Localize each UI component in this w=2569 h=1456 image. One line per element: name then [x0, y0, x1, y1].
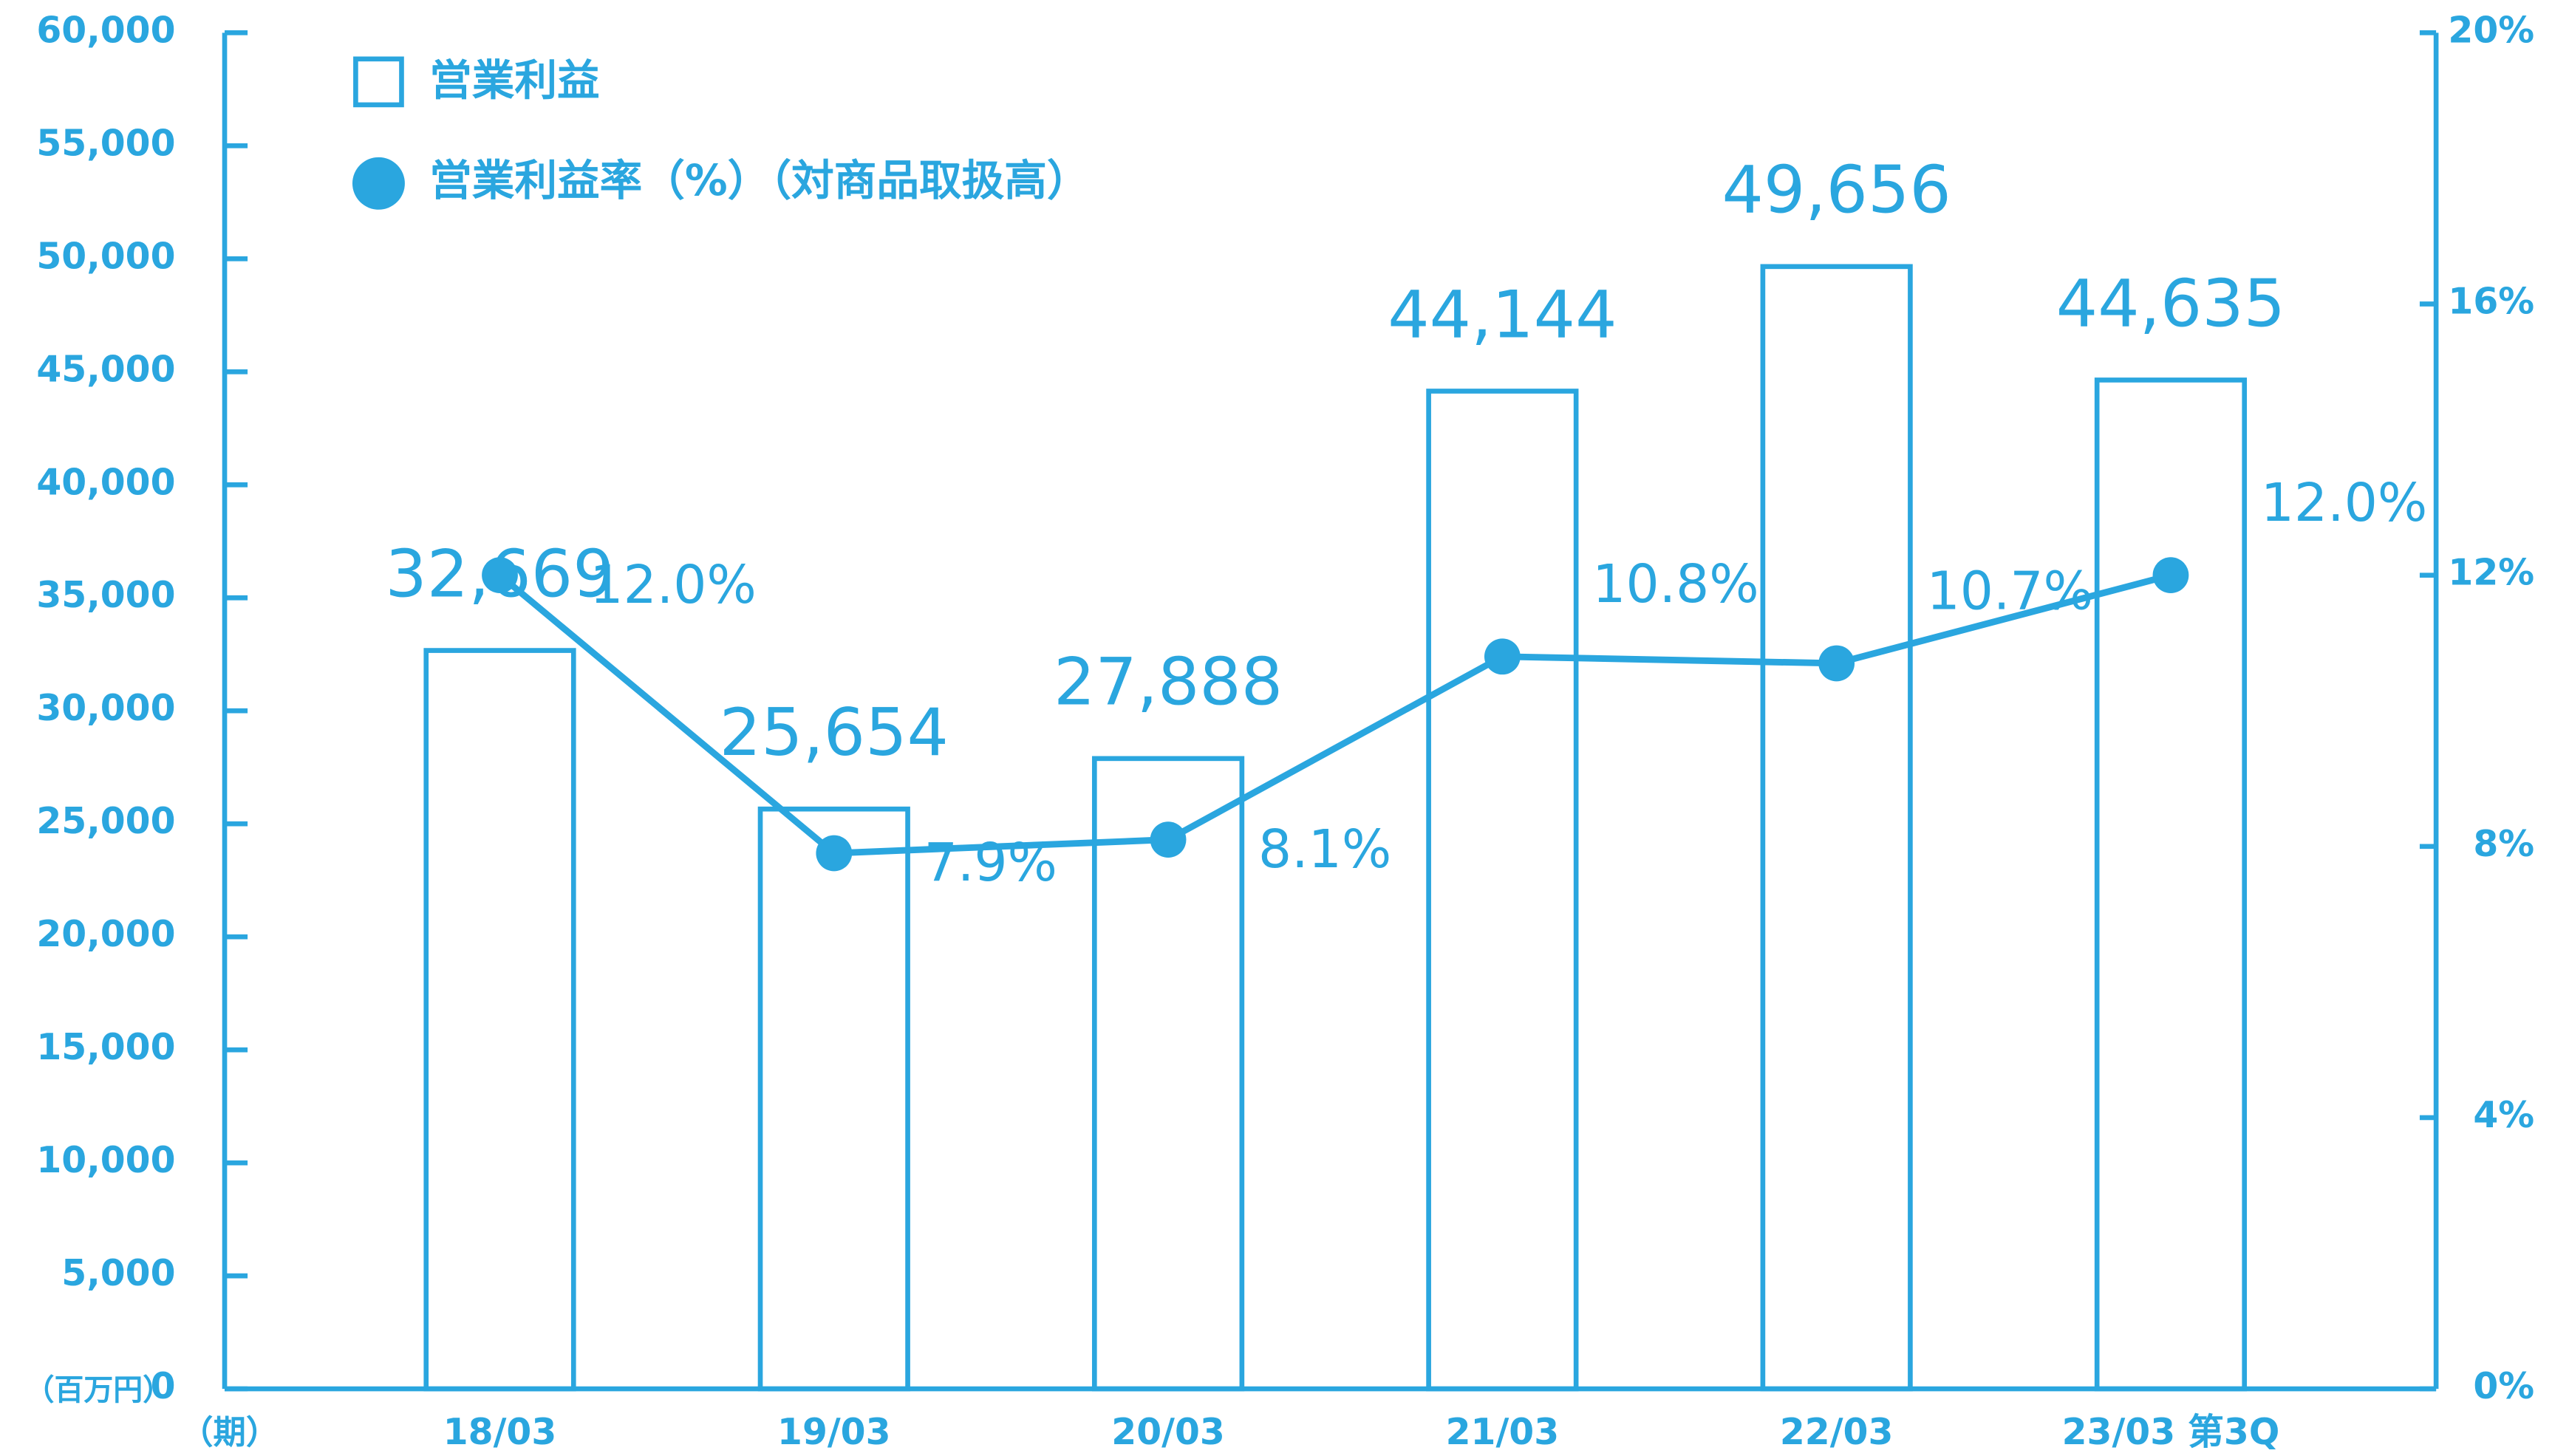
y-tick-label: 20,000 — [36, 913, 175, 955]
point — [482, 557, 518, 594]
y-tick-label: 50,000 — [36, 235, 175, 277]
point — [2152, 557, 2189, 594]
bar-value-label: 44,635 — [2056, 265, 2285, 341]
line-value-label: 10.7% — [1927, 560, 2093, 621]
point — [1150, 821, 1187, 858]
line-value-label: 12.0% — [2261, 472, 2427, 533]
line-value-label: 8.1% — [1258, 818, 1391, 880]
bar-value-label: 44,144 — [1388, 276, 1617, 352]
bar-value-label: 25,654 — [720, 694, 949, 770]
y2-tick-label: 8% — [2473, 823, 2534, 865]
y-tick-label: 15,000 — [36, 1026, 175, 1068]
y-tick-label: 60,000 — [36, 9, 175, 51]
legend-label: 営業利益率（%）（対商品取扱高） — [429, 155, 1089, 205]
legend-swatch — [353, 56, 404, 108]
legend-label: 営業利益 — [429, 55, 600, 106]
y-tick-label: 30,000 — [36, 687, 175, 729]
y-tick-label: 35,000 — [36, 574, 175, 616]
x-tick-label: 21/03 — [1446, 1411, 1560, 1453]
legend-swatch — [352, 157, 405, 210]
bar-value-label: 49,656 — [1722, 152, 1951, 228]
line — [497, 572, 2172, 857]
y-unit-label: （百万円） — [25, 1373, 172, 1407]
y-tick-label: 25,000 — [36, 800, 175, 842]
point — [816, 835, 853, 872]
bar — [2094, 377, 2248, 1392]
x-tick-label: 19/03 — [777, 1411, 891, 1453]
bar-value-label: 27,888 — [1054, 644, 1283, 720]
point — [1818, 645, 1855, 682]
x-tick-label: 23/03 第3Q — [2062, 1411, 2280, 1453]
x-tick-label: 22/03 — [1780, 1411, 1894, 1453]
y-tick-label: 5,000 — [61, 1252, 175, 1294]
bar — [1426, 389, 1579, 1392]
y-tick-label: 0 — [151, 1365, 176, 1407]
y2-tick-label: 4% — [2473, 1094, 2534, 1136]
line-value-label: 7.9% — [924, 832, 1057, 893]
y2-tick-label: 12% — [2448, 552, 2534, 594]
x-tick-label: 18/03 — [443, 1411, 557, 1453]
line-value-label: 10.8% — [1592, 553, 1758, 615]
point — [1484, 638, 1521, 675]
y-tick-label: 45,000 — [36, 348, 175, 390]
bar — [1760, 264, 1913, 1392]
x-tick-label: 20/03 — [1111, 1411, 1225, 1453]
y2-tick-label: 0% — [2473, 1365, 2534, 1407]
bar — [423, 648, 576, 1392]
y-tick-label: 55,000 — [36, 122, 175, 164]
y2-tick-label: 20% — [2448, 9, 2534, 51]
y-tick-label: 40,000 — [36, 461, 175, 503]
line-value-label: 12.0% — [590, 554, 756, 615]
bar — [757, 806, 910, 1392]
x-unit-label: （期） — [180, 1414, 279, 1452]
bar — [1091, 756, 1245, 1392]
y-tick-label: 10,000 — [36, 1139, 175, 1181]
y2-tick-label: 16% — [2448, 280, 2534, 322]
